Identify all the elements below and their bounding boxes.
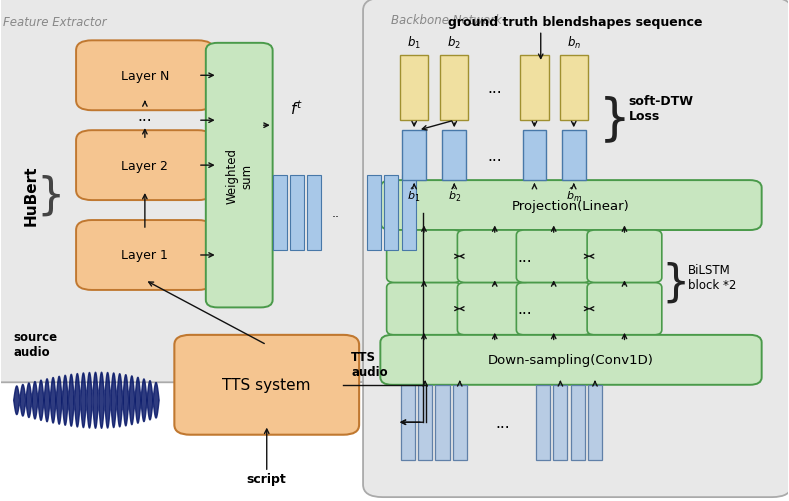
Text: Down-sampling(Conv1D): Down-sampling(Conv1D) — [488, 354, 654, 367]
Text: Layer N: Layer N — [121, 70, 169, 83]
Bar — [273, 176, 286, 250]
Text: $b_1$: $b_1$ — [407, 35, 421, 51]
FancyBboxPatch shape — [76, 220, 214, 291]
Text: $\hat{b}_2$: $\hat{b}_2$ — [447, 186, 461, 204]
Bar — [400, 56, 428, 121]
Text: }: } — [662, 262, 690, 304]
Text: ...: ... — [137, 109, 152, 123]
Bar — [401, 385, 415, 460]
Bar — [520, 56, 548, 121]
Bar — [402, 131, 426, 181]
FancyBboxPatch shape — [206, 44, 273, 308]
FancyBboxPatch shape — [587, 230, 662, 283]
Text: ...: ... — [517, 249, 532, 264]
FancyBboxPatch shape — [516, 230, 591, 283]
Text: script: script — [247, 472, 286, 484]
Bar — [418, 385, 432, 460]
FancyBboxPatch shape — [516, 283, 591, 335]
Bar — [588, 385, 602, 460]
Bar — [570, 385, 585, 460]
Text: Backbone Network: Backbone Network — [391, 14, 502, 27]
Bar — [290, 176, 304, 250]
Text: $b_n$: $b_n$ — [567, 35, 581, 51]
Bar — [367, 176, 381, 250]
FancyBboxPatch shape — [76, 41, 214, 111]
Bar — [562, 131, 585, 181]
Text: TTS
audio: TTS audio — [351, 350, 388, 378]
Text: ...: ... — [517, 302, 532, 317]
Text: ...: ... — [487, 81, 502, 96]
FancyBboxPatch shape — [76, 131, 214, 201]
FancyBboxPatch shape — [587, 283, 662, 335]
Text: $b_2$: $b_2$ — [447, 35, 462, 51]
Text: }: } — [37, 174, 65, 217]
FancyBboxPatch shape — [380, 181, 761, 230]
Bar — [536, 385, 550, 460]
Bar — [384, 176, 398, 250]
FancyBboxPatch shape — [363, 0, 789, 497]
FancyBboxPatch shape — [174, 335, 359, 435]
Bar — [307, 176, 321, 250]
Text: HuBert: HuBert — [24, 165, 39, 226]
Text: $\hat{b}_1$: $\hat{b}_1$ — [407, 186, 421, 204]
Bar — [453, 385, 467, 460]
Bar — [443, 131, 466, 181]
Text: BiLSTM
block *2: BiLSTM block *2 — [688, 264, 736, 292]
Text: Feature Extractor: Feature Extractor — [3, 17, 107, 29]
FancyBboxPatch shape — [387, 283, 462, 335]
Text: ground truth blendshapes sequence: ground truth blendshapes sequence — [448, 17, 702, 29]
Bar — [522, 131, 546, 181]
FancyBboxPatch shape — [380, 335, 761, 385]
Bar — [553, 385, 567, 460]
Text: Weighted
sum: Weighted sum — [225, 148, 253, 204]
FancyBboxPatch shape — [0, 0, 376, 383]
Text: $\hat{b}_m$: $\hat{b}_m$ — [566, 186, 581, 204]
FancyBboxPatch shape — [458, 283, 532, 335]
Text: TTS system: TTS system — [222, 378, 311, 392]
Text: ..: .. — [331, 206, 339, 219]
Bar — [559, 56, 588, 121]
FancyBboxPatch shape — [458, 230, 532, 283]
Text: Layer 1: Layer 1 — [122, 249, 168, 262]
Text: Layer 2: Layer 2 — [122, 159, 168, 172]
Text: $f^t$: $f^t$ — [290, 99, 303, 118]
Bar — [402, 176, 416, 250]
FancyBboxPatch shape — [387, 230, 462, 283]
Bar — [440, 56, 469, 121]
Text: }: } — [599, 95, 630, 142]
Bar — [436, 385, 450, 460]
Text: source
audio: source audio — [13, 330, 58, 358]
Text: ...: ... — [495, 415, 510, 430]
Text: ...: ... — [487, 148, 502, 163]
Text: soft-DTW
Loss: soft-DTW Loss — [629, 95, 694, 122]
Text: Projection(Linear): Projection(Linear) — [512, 199, 630, 212]
